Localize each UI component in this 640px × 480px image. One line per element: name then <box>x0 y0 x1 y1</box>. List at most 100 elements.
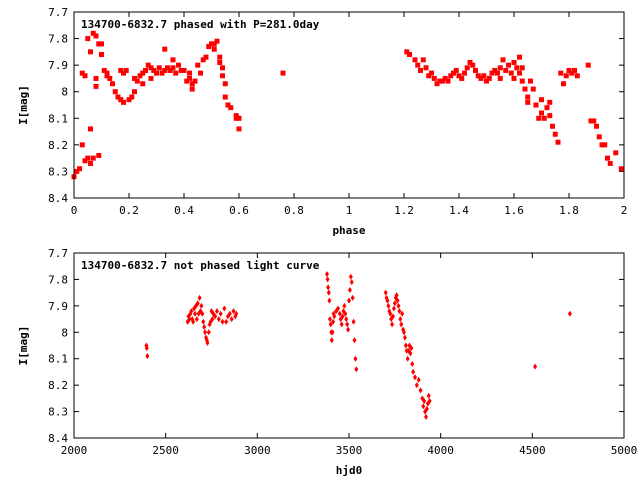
unphased-data-point <box>349 279 354 286</box>
phased-data-points <box>71 30 624 180</box>
phased-chart-title: 134700-6832.7 phased with P=281.0day <box>81 18 320 31</box>
phased-data-point <box>206 44 212 50</box>
phased-data-point <box>467 59 473 65</box>
phased-data-point <box>442 75 448 81</box>
phased-data-point <box>143 67 148 73</box>
unphased-data-point <box>395 297 400 304</box>
unphased-data-point <box>418 387 423 394</box>
unphased-data-point <box>339 321 344 328</box>
phased-data-point <box>552 131 558 137</box>
phased-data-point <box>440 78 445 84</box>
phased-data-point <box>519 65 525 71</box>
unphased-data-point <box>220 318 225 325</box>
unphased-data-point <box>396 302 401 309</box>
phased-ytick-label: 8.2 <box>48 139 68 152</box>
phased-data-point <box>211 46 217 52</box>
phased-data-point <box>445 78 451 84</box>
phased-data-point <box>431 75 437 81</box>
unphased-data-point <box>210 316 215 323</box>
unphased-data-point <box>203 329 208 336</box>
phased-data-point <box>88 126 93 132</box>
phased-xtick-label: 0.4 <box>174 204 194 217</box>
phased-data-point <box>99 52 104 58</box>
phased-data-point <box>173 70 179 76</box>
phased-data-point <box>118 97 124 103</box>
unphased-ytick-label: 8.1 <box>48 353 68 366</box>
phased-data-point <box>85 155 91 161</box>
phased-y-axis-label: I[mag] <box>17 85 30 125</box>
unphased-xtick-label: 4500 <box>519 444 546 457</box>
phased-data-point <box>145 62 151 68</box>
phased-data-point <box>137 73 143 79</box>
phased-ytick-label: 7.8 <box>48 33 68 46</box>
phased-data-point <box>88 160 93 166</box>
phased-data-point <box>437 78 443 84</box>
phased-data-point <box>88 49 93 55</box>
phased-data-point <box>181 67 187 73</box>
unphased-data-point <box>344 316 349 323</box>
phased-data-point <box>129 94 135 100</box>
phased-data-point <box>148 75 154 81</box>
unphased-data-point <box>414 382 419 389</box>
phased-data-point <box>222 94 228 100</box>
phased-data-point <box>519 78 525 84</box>
phased-data-point <box>591 118 597 124</box>
phased-data-point <box>563 73 569 79</box>
phased-data-point <box>528 78 533 84</box>
phased-data-point <box>404 49 410 55</box>
unphased-x-axis-label: hjd0 <box>336 464 363 477</box>
unphased-data-point <box>234 310 239 317</box>
phased-data-point <box>162 67 168 73</box>
phased-data-point <box>585 62 591 68</box>
unphased-data-point <box>227 310 232 317</box>
phased-data-point <box>101 67 107 73</box>
phased-data-point <box>602 142 608 148</box>
phased-data-point <box>132 75 137 81</box>
phased-xtick-label: 0 <box>71 204 78 217</box>
unphased-data-point <box>329 337 334 344</box>
unphased-data-point <box>397 308 402 315</box>
unphased-data-point <box>390 321 395 328</box>
phased-data-point <box>596 134 602 140</box>
unphased-data-point <box>325 271 329 278</box>
unphased-xtick-label: 5000 <box>611 444 638 457</box>
unphased-data-point <box>145 353 150 360</box>
unphased-ytick-label: 8.4 <box>48 432 68 445</box>
phased-data-point <box>453 67 459 73</box>
unphased-data-point <box>402 329 406 336</box>
unphased-data-point <box>403 342 408 349</box>
unphased-data-point <box>427 398 432 404</box>
phased-data-point <box>167 67 173 73</box>
phased-data-point <box>555 139 561 145</box>
phased-data-point <box>214 38 220 44</box>
phased-data-point <box>448 73 454 79</box>
unphased-data-point <box>194 316 199 323</box>
unphased-data-point <box>326 284 331 291</box>
phased-data-point <box>121 70 126 76</box>
phased-data-point <box>225 102 231 108</box>
unphased-data-point <box>215 308 219 315</box>
unphased-data-point <box>347 297 351 304</box>
unphased-data-point <box>348 273 353 280</box>
phased-data-point <box>96 41 102 47</box>
phased-data-point <box>434 81 440 87</box>
phased-data-point <box>566 67 572 73</box>
phased-data-point <box>605 155 610 161</box>
unphased-chart-title: 134700-6832.7 not phased light curve <box>81 259 320 272</box>
unphased-data-point <box>346 326 351 333</box>
unphased-ytick-label: 8 <box>61 326 68 339</box>
phased-data-point <box>539 97 544 103</box>
phased-data-point <box>412 57 418 63</box>
phased-data-point <box>478 75 484 81</box>
phased-data-point <box>492 67 498 73</box>
unphased-data-point <box>394 292 399 299</box>
unphased-data-point <box>391 313 395 320</box>
unphased-data-point <box>402 334 407 341</box>
phased-data-point <box>489 70 495 76</box>
phased-data-point <box>82 73 88 79</box>
phased-data-point <box>429 70 434 76</box>
phased-data-point <box>561 81 566 87</box>
phased-data-point <box>517 70 522 76</box>
unphased-data-point <box>328 321 333 328</box>
